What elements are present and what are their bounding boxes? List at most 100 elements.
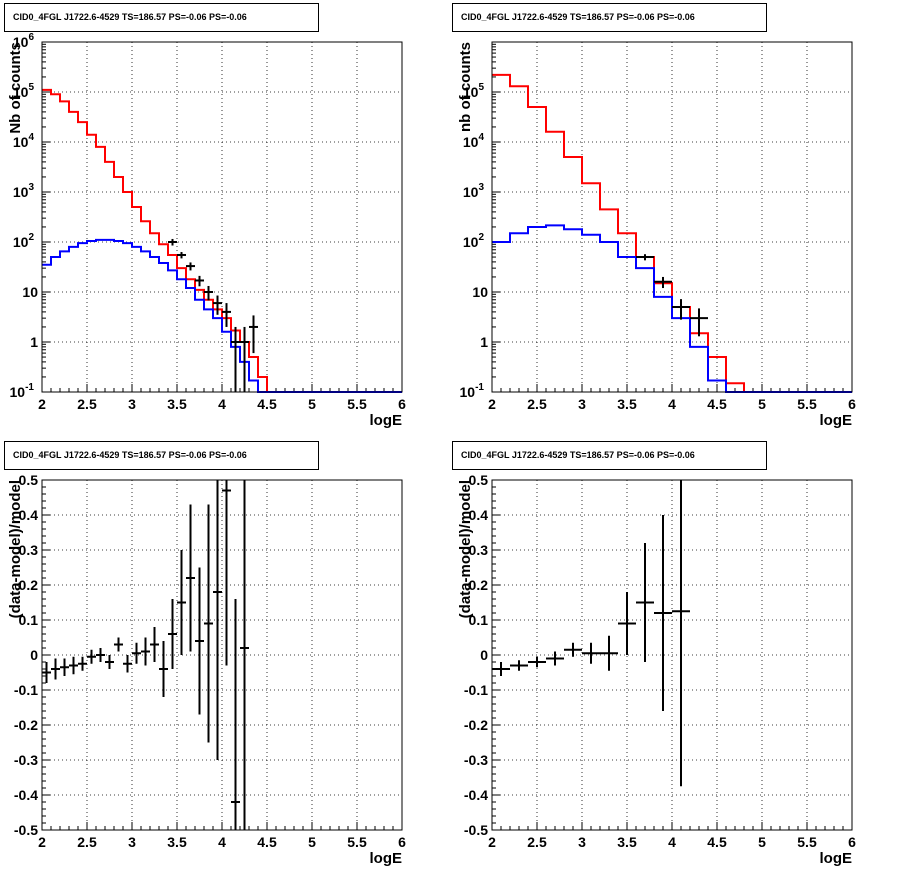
y-tick-label: -0.3 bbox=[14, 752, 38, 768]
y-tick-label: 0.5 bbox=[469, 472, 489, 488]
plot-top_right: 2 2.5 3 3.5 4 4.5 5 5.5 610-1110102103104105logE… bbox=[457, 41, 856, 429]
y-tick-label: 1 bbox=[480, 334, 488, 350]
x-tick-label: 2 bbox=[38, 396, 46, 412]
y-tick-label: 0.5 bbox=[19, 472, 39, 488]
y-tick-exponent: 2 bbox=[28, 232, 34, 243]
x-tick-label: 2 bbox=[38, 834, 46, 850]
x-tick-label: 5.5 bbox=[347, 396, 367, 412]
y-tick-label: -0.1 bbox=[14, 682, 38, 698]
plot-title-bottom-left: CID0_4FGL J1722.6-4529 TS=186.57 PS=-0.0… bbox=[4, 441, 319, 470]
x-tick-label: 4.5 bbox=[257, 396, 277, 412]
plot-title-bottom-right: CID0_4FGL J1722.6-4529 TS=186.57 PS=-0.0… bbox=[452, 441, 767, 470]
x-tick-label: 3 bbox=[128, 396, 136, 412]
x-tick-label: 2.5 bbox=[77, 396, 97, 412]
x-tick-label: 6 bbox=[398, 396, 406, 412]
y-tick-label: 102 bbox=[13, 232, 35, 250]
x-tick-label: 3 bbox=[578, 396, 586, 412]
x-tick-label: 3.5 bbox=[617, 396, 637, 412]
y-tick-label: 0 bbox=[480, 647, 488, 663]
y-tick-label: 0.4 bbox=[469, 507, 489, 523]
plot-title-top-left: CID0_4FGL J1722.6-4529 TS=186.57 PS=-0.0… bbox=[4, 3, 319, 32]
y-tick-label: 0 bbox=[30, 647, 38, 663]
x-tick-label: 4 bbox=[668, 396, 676, 412]
x-tick-label: 3 bbox=[128, 834, 136, 850]
y-tick-label: 103 bbox=[463, 182, 485, 200]
x-tick-label: 2 bbox=[488, 834, 496, 850]
x-tick-label: 5.5 bbox=[797, 396, 817, 412]
y-tick-label: 0.3 bbox=[469, 542, 489, 558]
x-tick-label: 5 bbox=[758, 396, 766, 412]
y-tick-label: 10-1 bbox=[460, 382, 485, 400]
x-tick-label: 2.5 bbox=[527, 396, 547, 412]
x-tick-label: 3.5 bbox=[167, 396, 187, 412]
y-tick-label: -0.3 bbox=[464, 752, 488, 768]
y-tick-exponent: 3 bbox=[478, 182, 484, 193]
x-tick-label: 5 bbox=[308, 834, 316, 850]
y-tick-label: 0.3 bbox=[19, 542, 39, 558]
y-tick-exponent: 6 bbox=[28, 32, 34, 43]
x-tick-label: 3.5 bbox=[617, 834, 637, 850]
y-tick-exponent: -1 bbox=[25, 382, 34, 393]
y-tick-exponent: 5 bbox=[28, 82, 34, 93]
x-tick-label: 5.5 bbox=[347, 834, 367, 850]
x-tick-label: 5.5 bbox=[797, 834, 817, 850]
x-tick-label: 3.5 bbox=[167, 834, 187, 850]
x-tick-label: 5 bbox=[758, 834, 766, 850]
plot-frame bbox=[491, 41, 853, 393]
y-tick-exponent: 2 bbox=[478, 232, 484, 243]
y-tick-label: -0.4 bbox=[464, 787, 488, 803]
x-tick-label: 2.5 bbox=[77, 834, 97, 850]
y-tick-label: 102 bbox=[463, 232, 485, 250]
y-tick-label: -0.2 bbox=[14, 717, 38, 733]
y-tick-label: -0.2 bbox=[464, 717, 488, 733]
x-axis-label: logE bbox=[370, 850, 403, 867]
x-tick-label: 4 bbox=[668, 834, 676, 850]
plot-frame bbox=[41, 41, 403, 393]
x-tick-label: 4.5 bbox=[257, 834, 277, 850]
y-tick-label: 103 bbox=[13, 182, 35, 200]
x-tick-label: 6 bbox=[848, 396, 856, 412]
y-tick-label: -0.1 bbox=[464, 682, 488, 698]
y-tick-exponent: 4 bbox=[28, 132, 34, 143]
y-tick-label: 104 bbox=[13, 132, 35, 150]
y-axis-label: (data-model)/model bbox=[7, 480, 24, 618]
y-tick-exponent: 4 bbox=[478, 132, 484, 143]
x-axis-label: logE bbox=[820, 412, 853, 429]
plot-bottom_left: 2 2.5 3 3.5 4 4.5 5 5.5 6 -0.5 -0.4 -0.3 -0.2 -0.1 0 0.… bbox=[7, 472, 406, 867]
y-tick-label: 10-1 bbox=[10, 382, 35, 400]
y-tick-exponent: -1 bbox=[475, 382, 484, 393]
y-axis-label: Nb of counts bbox=[7, 42, 24, 134]
x-tick-label: 4.5 bbox=[707, 396, 727, 412]
plot-frame bbox=[41, 479, 403, 831]
plot-frame bbox=[491, 479, 853, 831]
y-tick-label: 0.2 bbox=[19, 577, 39, 593]
x-tick-label: 5 bbox=[308, 396, 316, 412]
y-tick-label: -0.5 bbox=[14, 822, 38, 838]
plot-title-top-right: CID0_4FGL J1722.6-4529 TS=186.57 PS=-0.0… bbox=[452, 3, 767, 32]
x-tick-label: 6 bbox=[848, 834, 856, 850]
plot-bottom_right: 2 2.5 3 3.5 4 4.5 5 5.5 6 -0.5 -0.4 -0.3 -0.2 -0.1 0 0.… bbox=[457, 472, 856, 867]
y-tick-exponent: 3 bbox=[28, 182, 34, 193]
y-axis-label: nb of counts bbox=[457, 42, 474, 132]
y-tick-label: 10 bbox=[22, 284, 38, 300]
y-tick-label: 1 bbox=[30, 334, 38, 350]
x-axis-label: logE bbox=[370, 412, 403, 429]
x-tick-label: 4.5 bbox=[707, 834, 727, 850]
y-tick-label: 0.2 bbox=[469, 577, 489, 593]
x-axis-label: logE bbox=[820, 850, 853, 867]
y-tick-exponent: 5 bbox=[478, 82, 484, 93]
x-tick-label: 4 bbox=[218, 396, 226, 412]
x-tick-label: 2.5 bbox=[527, 834, 547, 850]
y-axis-label: (data-model)/model bbox=[457, 480, 474, 618]
plot-top_left: 2 2.5 3 3.5 4 4.5 5 5.5 610-1110102103104105106l… bbox=[7, 32, 406, 429]
x-tick-label: 2 bbox=[488, 396, 496, 412]
x-tick-label: 6 bbox=[398, 834, 406, 850]
y-tick-label: 0.1 bbox=[469, 612, 489, 628]
x-tick-label: 4 bbox=[218, 834, 226, 850]
x-tick-label: 3 bbox=[578, 834, 586, 850]
y-tick-label: 104 bbox=[463, 132, 485, 150]
y-tick-label: 10 bbox=[472, 284, 488, 300]
y-tick-label: -0.5 bbox=[464, 822, 488, 838]
y-tick-label: 0.4 bbox=[19, 507, 39, 523]
